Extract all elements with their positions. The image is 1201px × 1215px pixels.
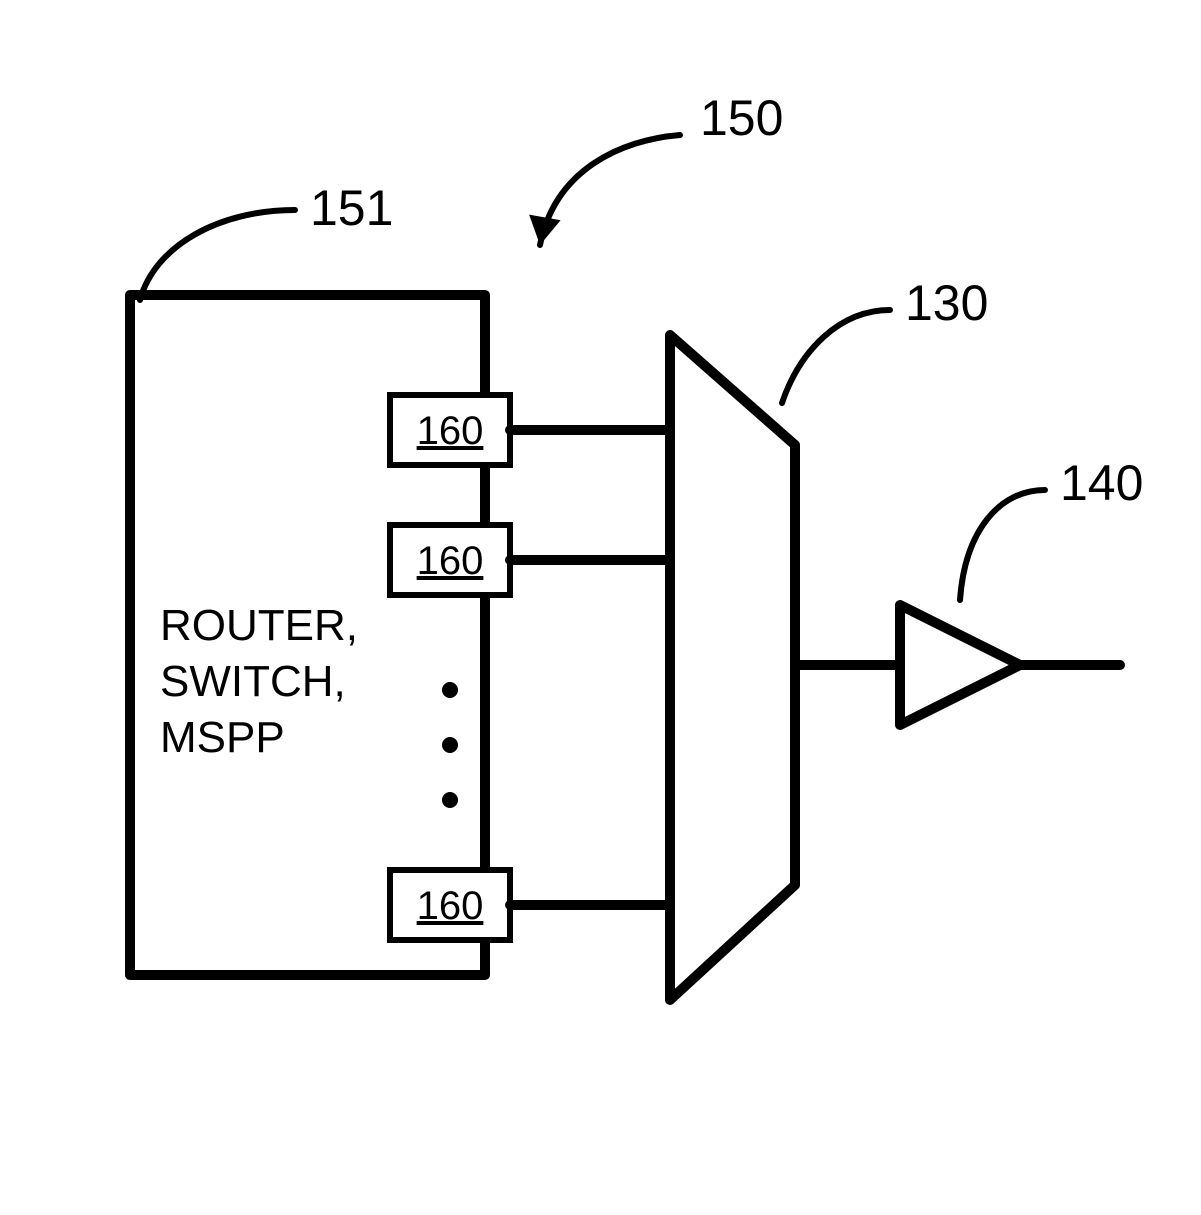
amplifier-block — [900, 605, 1020, 725]
callout-curve-150 — [540, 135, 680, 245]
router-switch-label: ROUTER,SWITCH,MSPP — [160, 601, 358, 762]
callout-curve-140 — [960, 490, 1045, 600]
callout-curve-151 — [140, 210, 295, 300]
ellipsis-dot — [442, 682, 458, 698]
callout-arrowhead-150 — [529, 215, 561, 245]
ellipsis-dot — [442, 737, 458, 753]
port-label: 160 — [417, 539, 484, 583]
mux-block — [670, 335, 795, 1000]
ref-label-130: 130 — [905, 275, 988, 331]
ref-label-150: 150 — [700, 90, 783, 146]
port-label: 160 — [417, 884, 484, 928]
ellipsis-dot — [442, 792, 458, 808]
ref-label-140: 140 — [1060, 455, 1143, 511]
port-label: 160 — [417, 409, 484, 453]
ref-label-151: 151 — [310, 180, 393, 236]
callout-curve-130 — [782, 310, 890, 403]
block-diagram: ROUTER,SWITCH,MSPP 160 160 160 130 140 150 151 — [0, 0, 1201, 1215]
